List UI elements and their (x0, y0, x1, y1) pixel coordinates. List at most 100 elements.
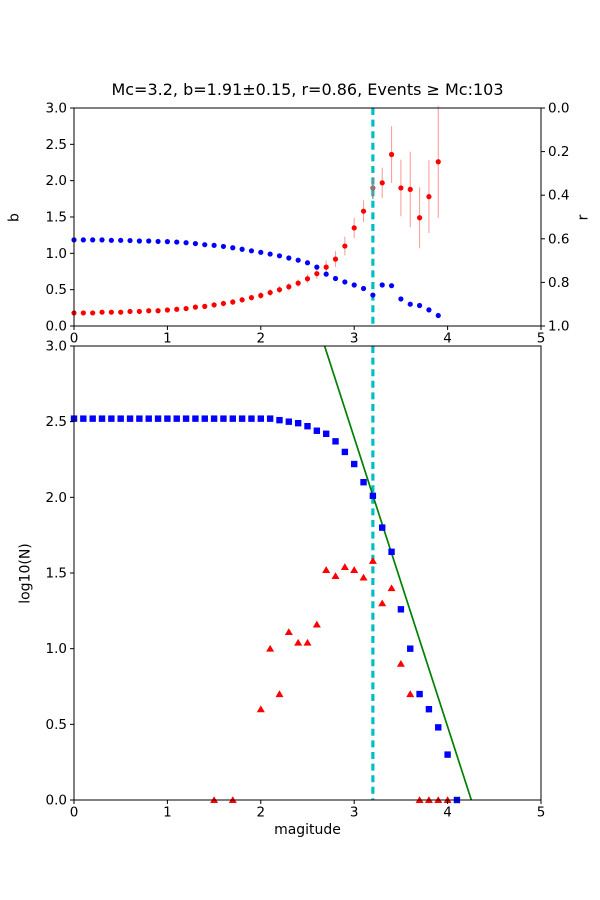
data-point-dot (174, 306, 180, 312)
figure-title: Mc=3.2, b=1.91±0.15, r=0.86, Events ≥ Mc… (111, 80, 504, 99)
data-point-dot (155, 308, 161, 314)
data-point-dot (258, 249, 264, 255)
y-tick-label: 2.0 (46, 490, 67, 506)
y-tick-label: 0.0 (46, 319, 67, 335)
data-point-dot (370, 185, 376, 191)
data-point-triangle (396, 660, 405, 667)
data-point-triangle (322, 566, 331, 573)
data-point-dot (192, 240, 199, 247)
data-point-dot (323, 264, 329, 270)
data-point-square (154, 415, 162, 422)
y-tick-label: 0.5 (46, 282, 67, 298)
data-point-square (416, 690, 423, 698)
data-point-triangle (331, 572, 340, 580)
data-point-dot (435, 312, 441, 319)
data-point-dot (267, 251, 273, 257)
data-point-dot (360, 208, 367, 214)
data-point-triangle (368, 557, 377, 564)
data-point-triangle (350, 566, 359, 573)
data-point-dot (146, 238, 152, 244)
data-point-dot (108, 309, 114, 315)
data-point-square (388, 548, 395, 556)
data-point-dot (286, 255, 292, 261)
data-point-dot (342, 243, 348, 249)
data-point-square (304, 423, 311, 430)
data-point-square (126, 415, 134, 422)
data-point-dot (407, 301, 413, 307)
data-point-dot (276, 253, 283, 259)
x-tick-label: 0 (70, 805, 79, 821)
data-point-square (201, 415, 208, 422)
data-point-square (238, 415, 246, 422)
data-point-square (351, 460, 358, 468)
x-tick-label: 2 (257, 805, 266, 821)
data-point-triangle (378, 599, 387, 607)
r-tick-label: 0.4 (548, 188, 569, 204)
data-point-dot (192, 304, 199, 310)
y-tick-label: 2.5 (46, 137, 67, 153)
data-point-dot (220, 243, 227, 250)
data-point-dot (295, 280, 301, 286)
axes-frame (73, 107, 542, 327)
data-point-dot (155, 238, 161, 245)
data-point-dot (136, 308, 142, 315)
y-tick-label: 2.0 (46, 173, 67, 189)
data-point-dot (99, 237, 105, 243)
data-point-dot (286, 284, 292, 290)
data-point-dot (295, 257, 301, 263)
data-point-dot (220, 300, 227, 307)
data-point-square (444, 751, 451, 758)
data-point-dot (248, 248, 255, 254)
data-point-dot (379, 180, 385, 186)
y-tick-label: 2.5 (46, 414, 67, 430)
data-point-dot (174, 239, 180, 245)
data-point-dot (398, 185, 404, 191)
data-point-square (294, 419, 302, 427)
data-point-dot (314, 271, 320, 277)
data-point-dot (80, 237, 86, 243)
data-point-square (332, 438, 339, 445)
data-point-triangle (387, 584, 396, 592)
y-tick-label: 3.0 (46, 101, 67, 117)
data-point-dot (108, 237, 114, 243)
r-tick-label: 1.0 (548, 319, 569, 335)
x-tick-label: 3 (350, 331, 359, 347)
x-tick-label: 1 (163, 331, 172, 347)
data-point-dot (80, 310, 86, 316)
x-tick-label: 4 (443, 331, 452, 347)
data-point-dot (90, 310, 96, 316)
x-tick-label: 4 (443, 805, 452, 821)
x-tick-label: 0 (70, 331, 79, 347)
data-point-square (379, 524, 386, 531)
data-point-dot (146, 308, 152, 314)
data-point-square (164, 415, 171, 422)
data-point-square (435, 724, 442, 731)
data-point-square (80, 415, 87, 422)
data-point-dot (304, 260, 311, 266)
y-tick-label: 1.0 (46, 641, 67, 657)
data-point-square (407, 645, 414, 652)
data-point-triangle (294, 638, 303, 646)
data-point-dot (258, 292, 264, 299)
y-tick-label: 3.0 (46, 339, 67, 355)
data-point-square (210, 415, 218, 422)
data-point-dot (304, 276, 311, 282)
data-point-triangle (303, 638, 312, 646)
data-point-dot (230, 245, 236, 251)
r-tick-label: 0.2 (548, 144, 569, 160)
x-axis-label-magnitude: magitude (274, 822, 341, 838)
y-tick-label: 0.0 (46, 793, 67, 809)
axes-frame (73, 345, 542, 801)
data-point-dot (426, 194, 432, 200)
data-point-dot (388, 283, 395, 289)
data-point-dot (388, 151, 395, 158)
y-tick-label: 0.5 (46, 717, 67, 733)
data-point-dot (360, 285, 367, 292)
data-point-square (173, 415, 180, 422)
data-point-dot (136, 238, 142, 244)
data-point-dot (323, 271, 329, 277)
data-point-dot (202, 242, 208, 248)
x-tick-label: 1 (163, 805, 172, 821)
data-point-dot (276, 287, 283, 293)
